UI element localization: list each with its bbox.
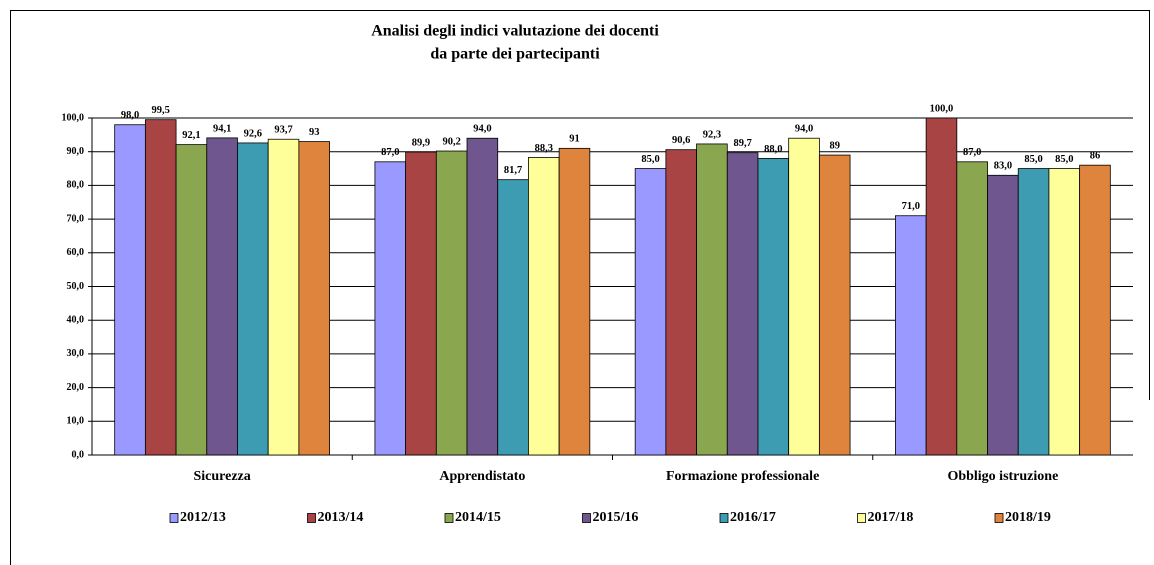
legend-swatch	[857, 513, 866, 523]
value-label: 85,0	[1024, 154, 1042, 165]
value-label: 94,0	[473, 124, 491, 135]
bar	[788, 137, 820, 456]
bar	[175, 144, 208, 456]
bar	[374, 161, 407, 456]
value-label: 89,9	[412, 137, 430, 148]
bar	[435, 150, 468, 456]
bar	[1079, 164, 1111, 456]
bar	[1048, 168, 1081, 456]
value-label: 81,7	[504, 165, 522, 176]
y-tick-label: 0,0	[72, 449, 85, 460]
bar	[267, 138, 300, 456]
bar	[237, 142, 269, 456]
chart-title: da parte dei partecipanti	[430, 46, 600, 63]
legend-label: 2013/14	[318, 510, 364, 525]
value-label: 98,0	[121, 110, 139, 121]
value-label: 90,2	[442, 136, 460, 147]
value-label: 93,7	[274, 125, 292, 136]
legend-swatch	[307, 513, 316, 523]
value-label: 86	[1090, 151, 1101, 162]
bar	[558, 147, 591, 456]
value-label: 90,6	[672, 135, 690, 146]
y-tick-label: 70,0	[67, 213, 85, 224]
bar	[818, 154, 851, 456]
y-tick-label: 30,0	[67, 348, 85, 359]
value-label: 88,3	[535, 143, 553, 154]
legend-label: 2016/17	[730, 510, 776, 525]
value-label: 87,0	[381, 147, 399, 158]
y-tick-label: 100,0	[62, 112, 85, 123]
value-label: 85,0	[641, 154, 659, 165]
value-label: 94,1	[213, 123, 231, 134]
y-tick-label: 90,0	[67, 146, 85, 157]
y-tick-label: 40,0	[67, 314, 85, 325]
y-tick-label: 10,0	[67, 416, 85, 427]
x-tick-label: Sicurezza	[193, 469, 250, 484]
bar	[1017, 168, 1050, 456]
value-label: 99,5	[152, 105, 170, 116]
x-tick-label: Formazione professionale	[666, 469, 819, 484]
legend-swatch	[582, 513, 591, 523]
x-tick-label: Obbligo istruzione	[947, 469, 1058, 484]
bar	[206, 137, 238, 456]
bar	[987, 174, 1019, 456]
legend-label: 2017/18	[868, 510, 914, 525]
bar	[925, 117, 958, 456]
y-tick-label: 60,0	[67, 247, 85, 258]
bar	[726, 152, 759, 456]
legend-label: 2018/19	[1005, 510, 1051, 525]
value-label: 85,0	[1055, 154, 1073, 165]
value-label: 92,1	[182, 130, 200, 141]
bar	[466, 137, 499, 456]
y-tick-label: 80,0	[67, 180, 85, 191]
bar	[634, 168, 667, 456]
bar	[696, 143, 728, 456]
value-label: 89	[829, 140, 840, 151]
legend-swatch	[169, 513, 179, 523]
value-label: 100,0	[930, 103, 954, 114]
bar	[405, 151, 437, 456]
legend-swatch	[444, 513, 454, 523]
bar	[114, 124, 146, 456]
legend-label: 2015/16	[593, 510, 639, 525]
value-label: 87,0	[963, 147, 981, 158]
bar	[956, 161, 988, 456]
legend-swatch	[994, 513, 1004, 523]
bar	[144, 119, 177, 456]
value-label: 88,0	[764, 144, 782, 155]
frame	[10, 10, 1150, 565]
legend-swatch	[719, 513, 729, 523]
value-label: 93	[309, 127, 320, 138]
legend-label: 2012/13	[180, 510, 226, 525]
value-label: 91	[569, 134, 580, 145]
value-label: 94,0	[795, 124, 813, 135]
chart-title: Analisi degli indici valutazione dei doc…	[371, 23, 659, 40]
bar	[665, 149, 697, 456]
bar	[757, 158, 790, 456]
bar	[298, 141, 330, 456]
legend-label: 2014/15	[455, 510, 501, 525]
bar	[895, 215, 927, 456]
bar	[497, 179, 529, 456]
x-tick-label: Apprendistato	[439, 469, 525, 484]
y-tick-label: 20,0	[67, 382, 85, 393]
y-tick-label: 50,0	[67, 281, 85, 292]
value-label: 92,6	[244, 128, 262, 139]
value-label: 71,0	[902, 201, 920, 212]
bar	[528, 157, 560, 456]
value-label: 89,7	[733, 138, 751, 149]
value-label: 92,3	[703, 129, 721, 140]
value-label: 83,0	[994, 161, 1012, 172]
